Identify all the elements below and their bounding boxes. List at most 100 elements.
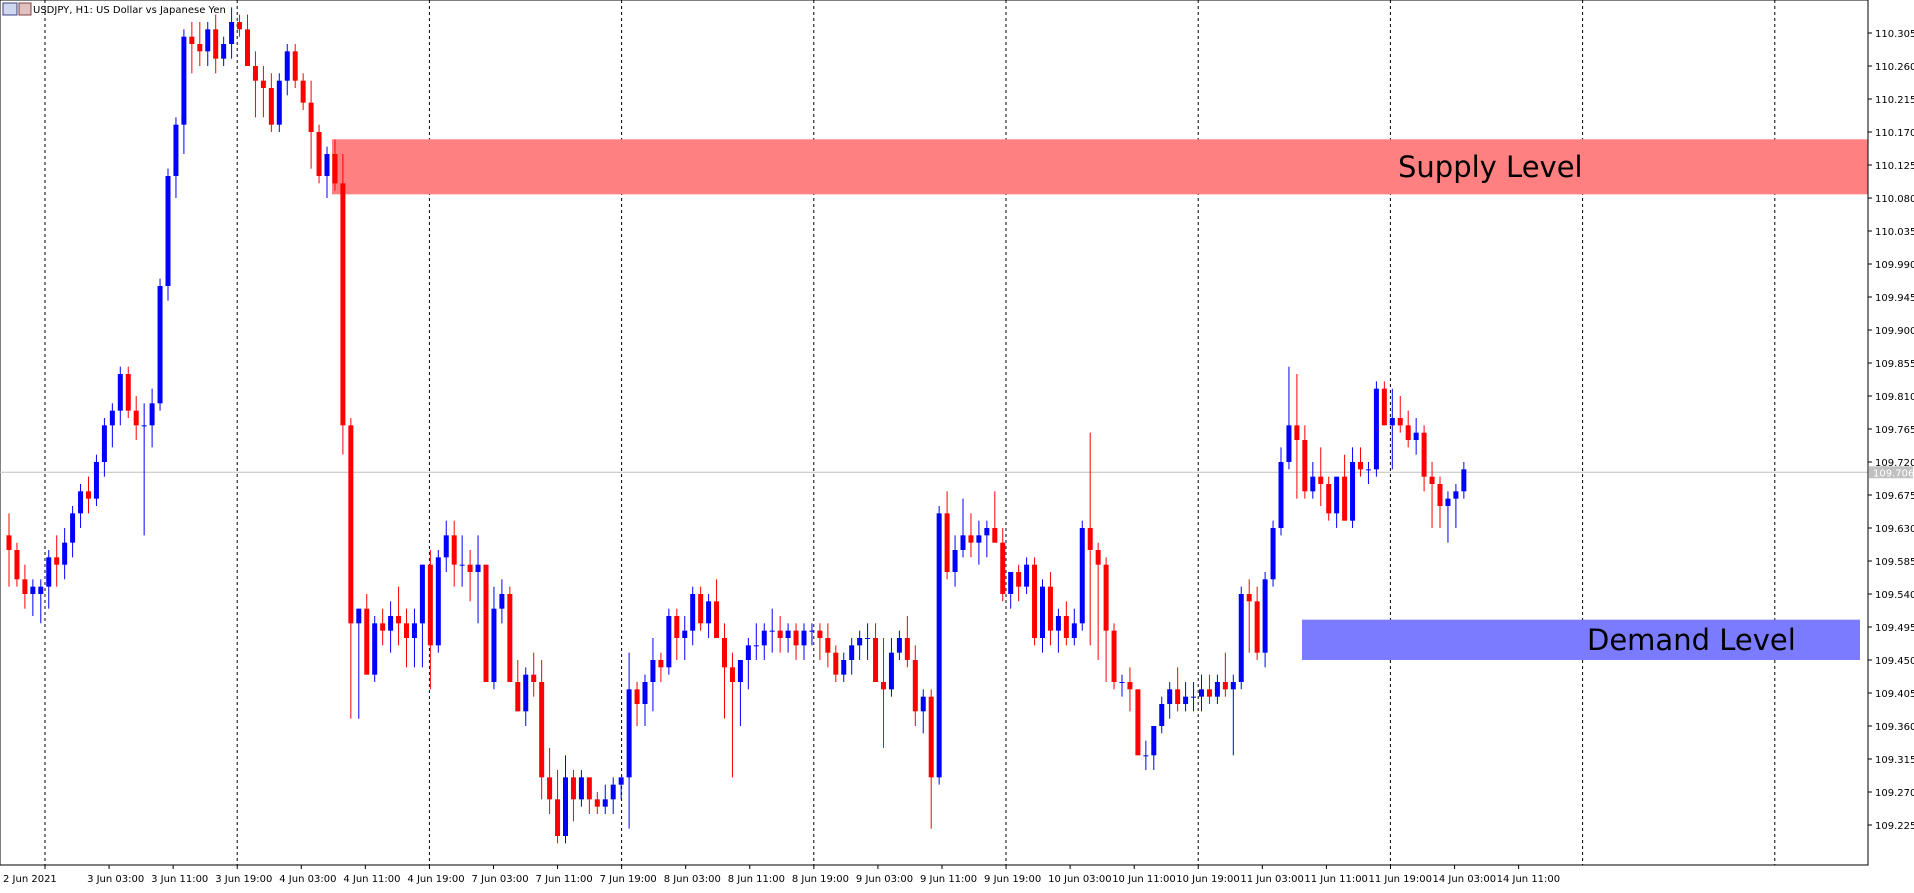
candle-body-bear [881,682,886,690]
candle-body-bull [1350,462,1356,521]
price-tick-label: 109.405 [1875,689,1914,700]
candle-body-bull [46,557,52,587]
candle-body-bull [1461,469,1467,492]
candle-body-bull [229,22,235,44]
candle-body-bull [690,594,696,631]
candle-body-bear [873,638,879,682]
candle-body-bear [507,594,513,682]
candle-body-bear [793,630,799,646]
candle-body-bear [1206,689,1212,697]
price-tick-label: 109.900 [1875,326,1914,337]
candle-body-bull [1270,528,1276,580]
candle-body-bear [729,667,735,682]
candle-body-bear [340,183,346,426]
candle-body-bear [1127,682,1133,690]
candle-body-bull [149,403,155,426]
candle-body-bull [1183,696,1189,704]
candle-body-bull [666,616,672,668]
candle-body-bear [1087,528,1093,550]
time-tick-label: 4 Jun 19:00 [407,874,464,885]
candle-body-bear [825,638,831,653]
candle-body-bull [181,36,187,125]
candle-body-bear [992,528,998,543]
candle-body-bull [435,557,441,646]
candle-body-bull [563,777,568,836]
time-tick-label: 10 Jun 19:00 [1176,874,1240,885]
candle-body-bear [777,630,783,638]
candle-body-bull [809,630,815,632]
zones-layer: Supply Level Demand Level [332,139,1868,660]
candle-body-bear [1032,564,1038,638]
candle-body-bear [483,564,489,682]
time-tick-label: 11 Jun 03:00 [1240,874,1304,885]
price-tick-label: 110.260 [1875,62,1914,73]
candle-body-bull [888,652,894,690]
candle-body-bear [634,689,640,704]
candle-body-bull [205,29,211,52]
candle-body-bull [165,176,171,286]
price-tick-label: 110.035 [1875,227,1914,238]
price-tick-label: 109.765 [1875,425,1914,436]
candle-body-bull [1373,388,1379,470]
candle-body-bear [237,22,243,30]
candle-body-bear [1111,630,1117,682]
candle-body-bull [70,513,76,543]
candles-layer [6,7,1467,844]
candle-body-bear [1175,689,1181,704]
price-tick-label: 109.315 [1875,755,1914,766]
candle-body-bear [308,102,314,132]
price-tick-label: 110.170 [1875,128,1914,139]
candle-body-bear [348,425,354,624]
candle-body-bear [245,29,250,66]
candle-body-bear [698,594,704,624]
candle-body-bull [475,564,481,572]
time-tick-label: 4 Jun 11:00 [343,874,400,885]
candle-body-bull [1071,623,1077,638]
candle-body-bull [1230,682,1236,690]
candle-body-bear [1294,425,1300,440]
candle-body-bull [626,689,632,778]
candle-body-bull [769,630,775,632]
candle-body-bear [380,623,386,631]
candle-body-bull [523,674,529,712]
candle-body-bear [722,638,727,668]
time-tick-label: 8 Jun 03:00 [664,874,721,885]
price-tick-label: 109.630 [1875,524,1914,535]
time-tick-label: 14 Jun 11:00 [1497,874,1561,885]
candle-body-bull [618,777,624,785]
candle-body-bear [404,623,409,638]
candle-body-bull [1389,418,1395,426]
title-bar: USDJPY, H1: US Dollar vs Japanese Yen [2,2,226,16]
candle-body-bear [555,799,561,836]
candle-body-bear [586,777,592,800]
candle-body-bull [1191,696,1197,698]
price-tick-label: 109.540 [1875,590,1914,601]
candle-body-bull [896,638,902,653]
candle-body-bear [1254,601,1260,653]
candle-body-bear [928,696,934,778]
candle-body-bear [515,682,521,712]
candle-body-bull [388,616,394,631]
candle-body-bear [1000,542,1006,594]
candle-body-bear [1135,689,1141,756]
time-tick-label: 9 Jun 11:00 [920,874,977,885]
candle-body-bull [30,586,36,594]
price-tick-label: 109.675 [1875,491,1914,502]
candle-body-bull [1159,704,1165,726]
candle-body-bear [133,410,139,426]
candle-body-bull [952,550,958,572]
candle-body-bear [22,579,28,594]
candle-body-bear [714,601,720,638]
time-tick-label: 7 Jun 19:00 [600,874,657,885]
candle-body-bear [260,80,266,88]
candle-body-bear [1342,476,1348,521]
candle-body-bull [491,608,497,682]
chart-window-icon [2,2,18,16]
price-tick-label: 109.585 [1875,557,1914,568]
candle-body-bear [968,535,974,543]
plot-area[interactable] [0,0,1869,866]
candle-body-bear [531,674,537,682]
candle-body-bull [578,777,584,800]
